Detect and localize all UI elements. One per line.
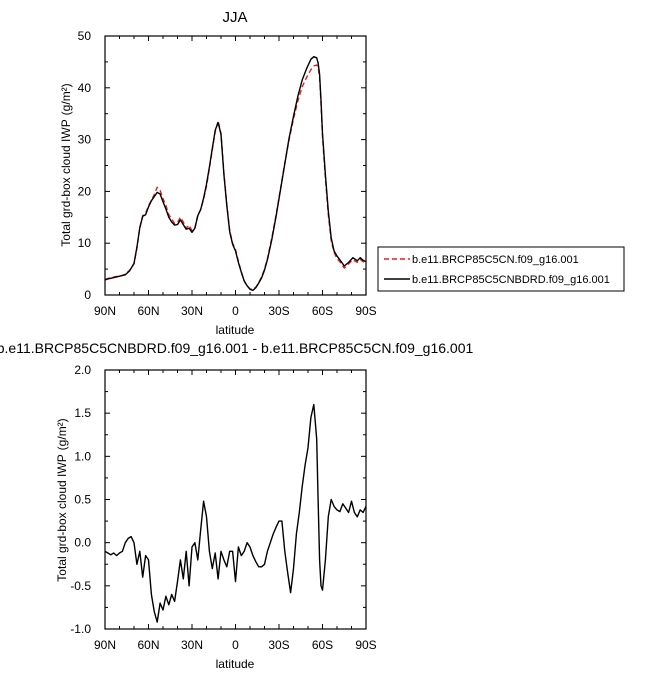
bottom-chart-x-tick-label: 90S [355,638,376,652]
top-chart-title: JJA [222,9,247,26]
top-chart-x-tick-label: 0 [232,304,239,318]
bottom-chart-x-tick-label: 60N [137,638,159,652]
top-chart-x-tick-label: 30N [181,304,203,318]
bottom-chart-x-tick-label: 30S [268,638,289,652]
top-chart-x-tick-label: 30S [268,304,289,318]
bottom-chart-y-axis-label-text: Total grd-box cloud IWP [55,454,69,581]
bottom-chart-y-tick-label: -0.5 [70,579,91,593]
bottom-chart-x-tick-label: 30N [181,638,203,652]
bottom-chart-y-tick-label: 1.5 [74,406,91,420]
legend: b.e11.BRCP85C5CN.f09_g16.001 b.e11.BRCP8… [377,246,625,292]
top-chart-series-1-line [104,64,367,291]
top-chart-y-axis-label: Total grd-box cloud IWP (g/m²) [59,83,73,246]
bottom-chart-x-ticks: 90N 60N 30N 0 30S 60S 90S [94,370,377,652]
bottom-chart-y-tick-label: 0.0 [74,536,91,550]
bottom-chart-y-tick-label: 2.0 [74,363,91,377]
top-chart-y-ticks: 0 10 20 30 40 50 [78,29,366,302]
top-chart-frame [104,35,367,296]
top-chart-y-tick-label: 50 [78,29,92,43]
top-chart: JJA 0 10 20 30 40 50 90N 60N 30N 0 30S 60S 90S lati… [59,9,625,337]
top-chart-y-tick-label: 0 [84,288,91,302]
bottom-chart-title: b.e11.BRCP85C5CNBDRD.f09_g16.001 - b.e11… [0,340,473,356]
top-chart-y-axis-unit: (g/m²) [59,83,73,115]
bottom-chart: b.e11.BRCP85C5CNBDRD.f09_g16.001 - b.e11… [0,340,473,671]
top-chart-x-axis-label: latitude [216,323,255,337]
top-chart-x-tick-label: 60S [312,304,333,318]
top-chart-series-2-line [104,56,367,291]
bottom-chart-x-tick-label: 0 [232,638,239,652]
bottom-chart-y-tick-label: 0.5 [74,493,91,507]
top-chart-y-tick-label: 10 [78,236,92,250]
top-chart-y-tick-label: 30 [78,133,92,147]
bottom-chart-x-axis-label: latitude [216,657,255,671]
legend-label-series-1: b.e11.BRCP85C5CN.f09_g16.001 [412,254,579,266]
bottom-chart-series-1-line [104,403,367,623]
legend-box [377,246,625,292]
bottom-chart-frame [104,369,367,630]
bottom-chart-y-tick-label: 1.0 [74,449,91,463]
top-chart-series-layer [104,56,367,291]
bottom-chart-y-tick-label: -1.0 [70,622,91,636]
top-chart-x-ticks: 90N 60N 30N 0 30S 60S 90S [94,36,377,318]
bottom-chart-series-layer [104,403,367,623]
legend-label-series-2: b.e11.BRCP85C5CNBDRD.f09_g16.001 [412,274,610,286]
bottom-chart-x-tick-label: 90N [94,638,116,652]
top-chart-y-tick-label: 40 [78,81,92,95]
bottom-chart-y-axis-unit: (g/m²) [55,418,69,450]
bottom-chart-x-tick-label: 60S [312,638,333,652]
top-chart-x-tick-label: 90N [94,304,116,318]
bottom-chart-y-ticks: -1.0 -0.5 0.0 0.5 1.0 1.5 2.0 [70,363,366,636]
bottom-chart-y-axis-label: Total grd-box cloud IWP (g/m²) [55,418,69,581]
top-chart-y-axis-label-text: Total grd-box cloud IWP [59,119,73,246]
top-chart-x-tick-label: 60N [137,304,159,318]
top-chart-y-tick-label: 20 [78,184,92,198]
top-chart-x-tick-label: 90S [355,304,376,318]
